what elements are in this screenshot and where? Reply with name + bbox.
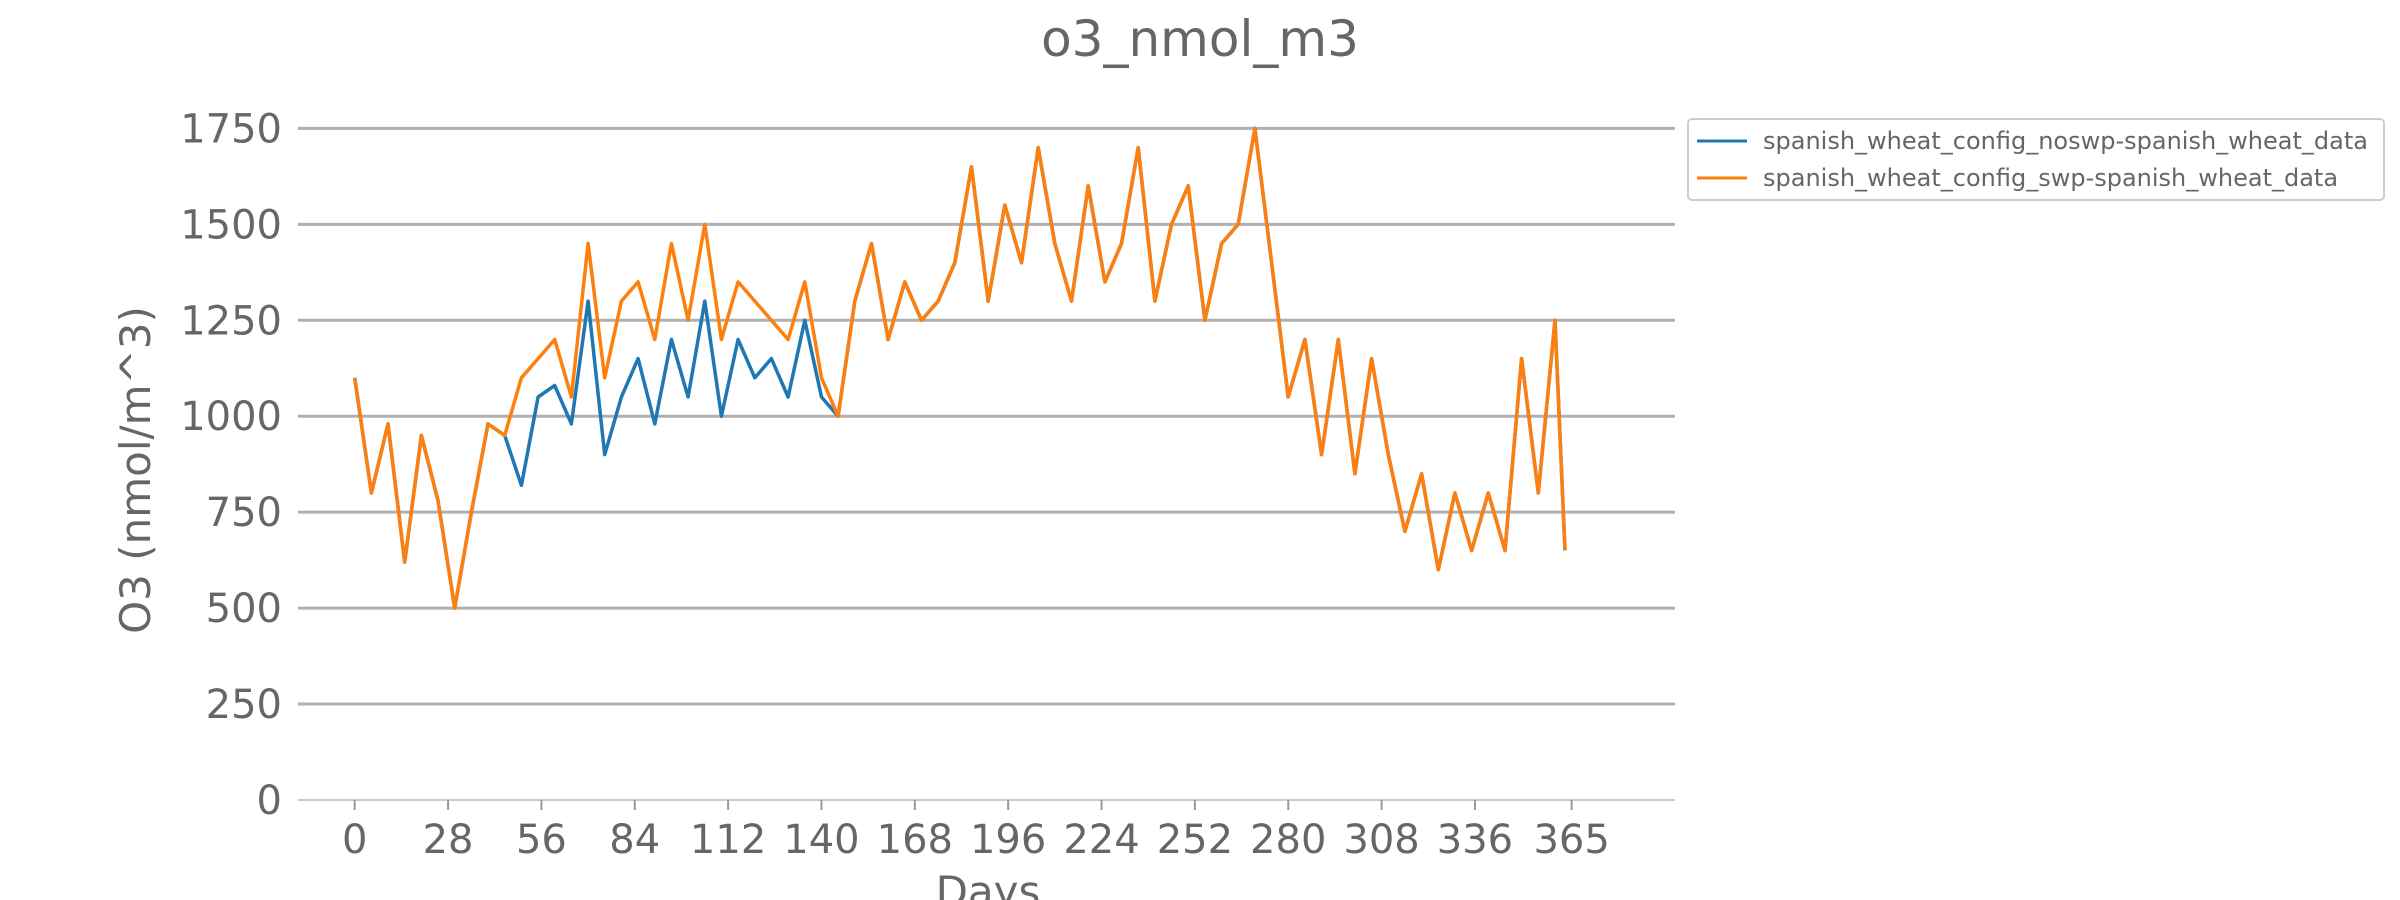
y-tick-label: 1500 — [180, 202, 282, 248]
x-tick-label: 112 — [690, 817, 766, 863]
chart-title: o3_nmol_m3 — [1041, 10, 1359, 68]
grid-lines — [298, 126, 1675, 706]
x-tick-label: 84 — [609, 817, 660, 863]
x-axis-label: Days — [936, 867, 1041, 900]
x-axis-ticks: 0 28 56 84 112 140 168 196 224 252 280 308 336 365 — [342, 800, 1610, 863]
x-tick-label: 0 — [342, 817, 367, 863]
series-line-swp — [352, 126, 1567, 610]
y-tick-label: 1000 — [180, 394, 282, 440]
series-lines — [352, 126, 1567, 610]
y-tick-label: 1750 — [180, 106, 282, 152]
x-tick-label: 336 — [1437, 817, 1513, 863]
legend-label-noswp: spanish_wheat_config_noswp-spanish_wheat… — [1763, 127, 2368, 155]
legend-label-swp: spanish_wheat_config_swp-spanish_wheat_d… — [1763, 164, 2338, 192]
y-tick-label: 0 — [257, 778, 282, 824]
x-tick-label: 140 — [783, 817, 859, 863]
y-tick-label: 1250 — [180, 298, 282, 344]
y-tick-label: 500 — [206, 586, 282, 632]
y-axis-ticks: 0 250 500 750 1000 1250 1500 1750 — [180, 106, 282, 824]
x-tick-label: 280 — [1250, 817, 1326, 863]
legend-box — [1687, 118, 2385, 201]
series-line-noswp — [352, 126, 1567, 610]
x-tick-label: 224 — [1063, 817, 1139, 863]
x-tick-label: 168 — [877, 817, 953, 863]
x-tick-label: 252 — [1157, 817, 1233, 863]
y-tick-label: 250 — [206, 682, 282, 728]
x-tick-label: 308 — [1343, 817, 1419, 863]
legend: spanish_wheat_config_noswp-spanish_wheat… — [1687, 118, 2385, 201]
x-tick-label: 56 — [516, 817, 567, 863]
y-axis-label: O3 (nmol/m^3) — [111, 306, 160, 634]
y-tick-label: 750 — [206, 490, 282, 536]
x-tick-label: 365 — [1533, 817, 1609, 863]
x-tick-label: 28 — [423, 817, 474, 863]
x-tick-label: 196 — [970, 817, 1046, 863]
